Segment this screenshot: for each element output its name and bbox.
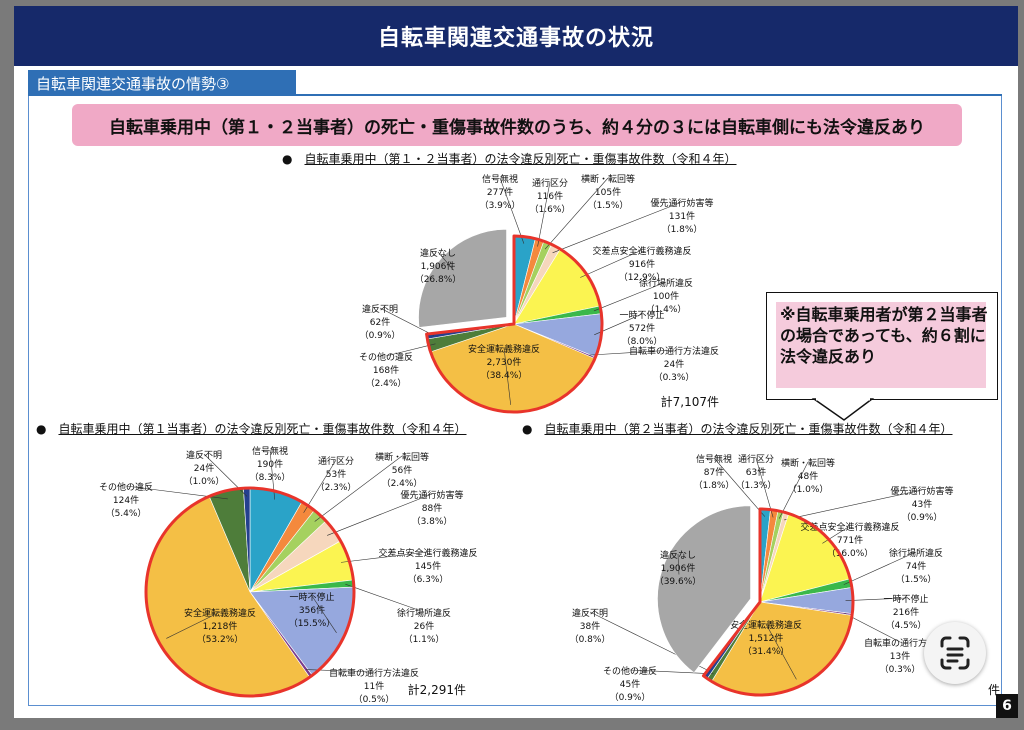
- slice-label: 横断・転回等 105件（1.5%）: [581, 173, 635, 211]
- leader-line: [713, 457, 766, 517]
- chart-title-2: ● 自転車乗用中（第１当事者）の法令違反別死亡・重傷事故件数（令和４年）: [36, 420, 467, 437]
- leader-line: [593, 281, 667, 312]
- bullet-icon: ●: [522, 422, 533, 436]
- slice-label: 自転車の通行方法違反 11件（0.5%）: [329, 667, 419, 705]
- leader-line: [778, 461, 809, 519]
- slice-label: 信号無視 277件（3.9%）: [480, 173, 521, 211]
- leader-line: [166, 611, 221, 639]
- bullet-icon: ●: [282, 152, 293, 166]
- leader-line: [345, 583, 425, 613]
- leader-line: [765, 623, 797, 680]
- violation-outline: [144, 486, 356, 698]
- slice-label: 違反なし 1,906件（26.8%）: [415, 247, 462, 285]
- slice-label: 横断・転回等 48件（1.0%）: [781, 457, 835, 495]
- slice-label: 違反不明 38件（0.8%）: [570, 607, 611, 645]
- pie-0: 信号無視 277件（3.9%）通行区分 116件（1.6%） 横断・転回等 105件（1…: [359, 173, 719, 414]
- slice-label: 徐行場所違反 100件（1.4%）: [639, 277, 693, 315]
- bullet-icon: ●: [36, 422, 47, 436]
- slice-label: 違反不明 62件（0.9%）: [360, 303, 401, 341]
- slice-label: 交差点安全進行義務違反 145件（6.3%）: [378, 547, 477, 585]
- leader-line: [822, 525, 851, 544]
- slice-label: 優先通行妨害等 88件（3.8%）: [400, 489, 463, 527]
- leader-line: [340, 551, 429, 563]
- slice-label: 違反不明 24件（1.0%）: [184, 449, 225, 487]
- leader-line: [784, 489, 923, 521]
- page-number: 6: [996, 694, 1018, 718]
- leader-line: [499, 177, 525, 244]
- leader-line: [537, 181, 551, 247]
- callout-pointer: [811, 397, 875, 421]
- leader-line: [327, 493, 433, 536]
- leader-line: [314, 455, 403, 522]
- headline-banner: 自転車乗用中（第１・２当事者）の死亡・重傷事故件数のうち、約４分の３には自転車側…: [72, 104, 962, 146]
- leader-line: [844, 613, 901, 643]
- chart-total: 計7,107件: [661, 394, 719, 409]
- leader-line: [544, 177, 609, 250]
- slice-label: 徐行場所違反 74件（1.5%）: [889, 547, 943, 585]
- slice-label: 一時不停止 356件（15.5%）: [289, 591, 336, 629]
- slice-label: 信号無視 87件（1.8%）: [694, 453, 735, 491]
- leader-line: [552, 201, 683, 254]
- slice-label: 優先通行妨害等 43件（0.9%）: [890, 485, 953, 523]
- slice-label: 一時不停止 216件（4.5%）: [883, 593, 928, 631]
- slice-label: 優先通行妨害等 131件（1.8%）: [650, 197, 713, 235]
- callout-highlight: [776, 302, 986, 388]
- slice-label: その他の違反 45件（0.9%）: [603, 665, 657, 703]
- pie-1: 信号無視 190件（8.3%）通行区分 53件（2.3%）横断・転回等 56件（2.4…: [99, 445, 478, 705]
- slice-label: 交差点安全進行義務違反 916件（12.9%）: [592, 245, 691, 283]
- section-divider: [296, 94, 1002, 96]
- slice-label: その他の違反 124件（5.4%）: [99, 481, 153, 519]
- leader-line: [845, 597, 907, 601]
- leader-line: [843, 551, 917, 585]
- chart-total: 計2,291件: [408, 682, 466, 697]
- slice-label: 交差点安全進行義務違反 771件（16.0%）: [800, 521, 899, 559]
- leader-line: [379, 307, 435, 336]
- chart-title-text: 自転車乗用中（第２当事者）の法令違反別死亡・重傷事故件数（令和４年）: [544, 422, 953, 436]
- slice-label: 横断・転回等 56件（2.4%）: [375, 451, 429, 489]
- page-title: 自転車関連交通事故の状況: [377, 26, 654, 51]
- chart-total: 件: [988, 683, 1000, 697]
- pie-slice: [418, 229, 507, 328]
- pie-2: 信号無視 87件（1.8%）通行区分 63件（1.3%）横断・転回等 48件（1.0%…: [570, 453, 1000, 703]
- section-frame: [28, 96, 1002, 706]
- lens-button[interactable]: [924, 622, 986, 684]
- slice-label: 徐行場所違反 26件（1.1%）: [397, 607, 451, 645]
- chart-title-1: ● 自転車乗用中（第１・２当事者）の法令違反別死亡・重傷事故件数（令和４年）: [282, 150, 737, 167]
- section-title: 自転車関連交通事故の情勢③: [36, 74, 230, 93]
- leader-line: [437, 251, 454, 271]
- pie-slice: [657, 505, 751, 674]
- slice-label: 通行区分 116件（1.6%）: [530, 177, 571, 215]
- violation-outline: [701, 507, 855, 697]
- section-tab: 自転車関連交通事故の情勢③: [28, 70, 296, 96]
- chart-title-text: 自転車乗用中（第１・２当事者）の法令違反別死亡・重傷事故件数（令和４年）: [304, 152, 737, 166]
- callout-text: ※自転車乗用者が第２当事者の場合であっても、約６割に法令違反あり: [780, 305, 988, 366]
- leader-line: [303, 459, 337, 513]
- leader-line: [755, 457, 774, 518]
- page-header: 自転車関連交通事故の状況: [14, 6, 1018, 66]
- leader-line: [677, 553, 680, 575]
- leader-line: [311, 595, 337, 633]
- leader-line: [580, 249, 643, 278]
- chart-title-text: 自転車乗用中（第１当事者）の法令違反別死亡・重傷事故件数（令和４年）: [58, 422, 467, 436]
- slice-label: 自転車の通行方法違反 24件（0.3%）: [629, 345, 719, 383]
- slice-label: 自転車の通行方法 13件（0.3%）: [864, 637, 936, 675]
- scan-text-icon: [940, 636, 970, 670]
- leader-line: [629, 669, 714, 675]
- leader-line: [588, 349, 675, 356]
- slice-label: 通行区分 53件（2.3%）: [316, 455, 357, 493]
- slice-label: その他の違反 168件（2.4%）: [359, 351, 413, 389]
- leader-line: [503, 347, 511, 405]
- violation-outline: [425, 234, 604, 414]
- chart-title-3: ● 自転車乗用中（第２当事者）の法令違反別死亡・重傷事故件数（令和４年）: [522, 420, 953, 437]
- slide: 自転車関連交通事故の状況 自転車関連交通事故の情勢③ 自転車乗用中（第１・２当事…: [14, 6, 1018, 718]
- pie-chart-total: 信号無視 277件（3.9%）通行区分 116件（1.6%） 横断・転回等 105件（1…: [99, 173, 1000, 705]
- headline-text: 自転車乗用中（第１・２当事者）の死亡・重傷事故件数のうち、約４分の３には自転車側…: [109, 117, 925, 138]
- slice-label: 一時不停止 572件（8.0%）: [619, 309, 664, 347]
- slice-label: 安全運転義務違反 1,218件（53.2%）: [184, 607, 256, 645]
